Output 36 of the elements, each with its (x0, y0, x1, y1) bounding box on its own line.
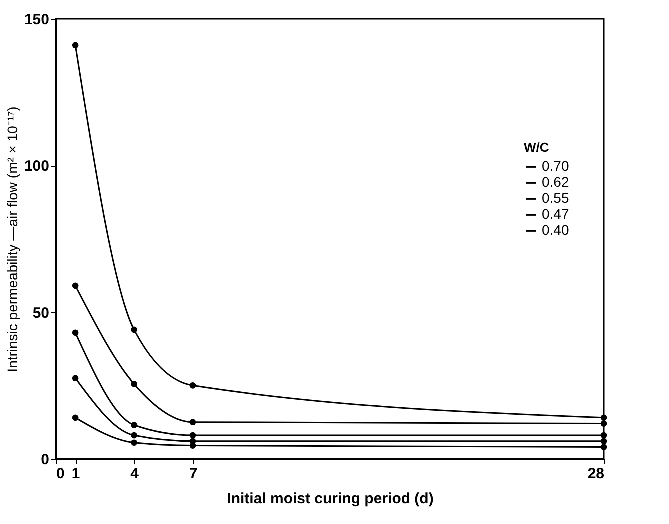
x-tick-label: 7 (189, 466, 198, 482)
legend-label: 0.40 (542, 222, 570, 238)
x-axis-title: Initial moist curing period (d) (227, 490, 434, 508)
legend-label: 0.70 (542, 158, 570, 174)
point (190, 432, 196, 439)
y-tick-label: 100 (24, 158, 50, 176)
point (600, 414, 608, 422)
point (190, 382, 196, 389)
legend-label: 0.55 (542, 190, 570, 206)
point (600, 432, 608, 439)
y-tick-label: 150 (24, 12, 50, 28)
point (600, 438, 608, 445)
point (72, 330, 79, 336)
point (131, 326, 138, 334)
point (72, 282, 79, 290)
point (72, 375, 79, 382)
point (131, 422, 138, 428)
point (190, 419, 196, 426)
y-tick-label: 50 (32, 304, 50, 322)
point (600, 420, 608, 427)
point (131, 440, 138, 446)
x-tick-label: 1 (72, 466, 80, 482)
point (72, 414, 79, 422)
legend-label: 0.47 (542, 206, 570, 222)
point (190, 442, 196, 449)
point (72, 42, 79, 49)
point (131, 381, 138, 388)
y-tick-label: 0 (41, 452, 50, 468)
legend-title: W/C (524, 140, 550, 156)
x-tick-label: 4 (130, 466, 140, 482)
point (600, 444, 608, 450)
legend-label: 0.62 (542, 174, 570, 190)
x-tick-label: 0 (56, 466, 65, 482)
x-tick-label: 28 (588, 466, 604, 482)
y-axis-title: Intrinsic permeability —air flow (m² × 10⁻¹⁷) (4, 106, 20, 372)
point (131, 432, 138, 439)
